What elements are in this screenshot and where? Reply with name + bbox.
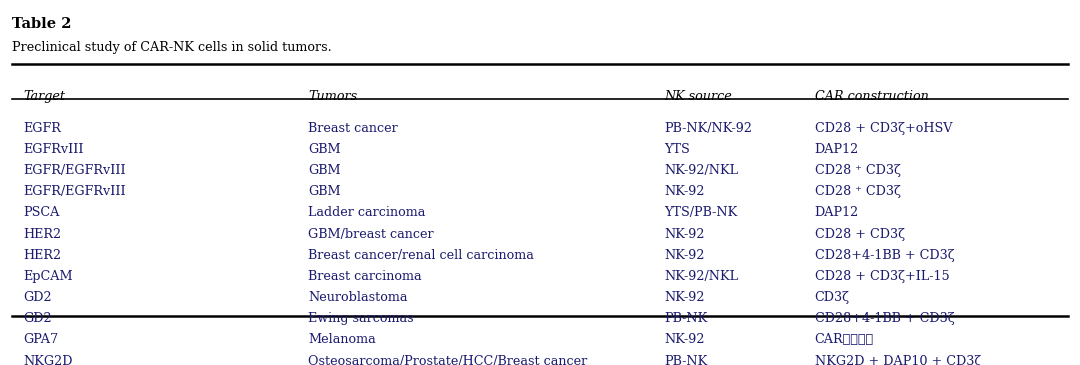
Text: DAP12: DAP12 (814, 206, 859, 219)
Text: NKG2D: NKG2D (23, 355, 72, 365)
Text: CAR construction: CAR construction (814, 90, 929, 103)
Text: PB-NK/NK-92: PB-NK/NK-92 (664, 122, 752, 135)
Text: GBM: GBM (309, 164, 341, 177)
Text: HER2: HER2 (23, 228, 62, 241)
Text: Osteosarcoma/Prostate/HCC/Breast cancer: Osteosarcoma/Prostate/HCC/Breast cancer (309, 355, 588, 365)
Text: NK-92/NKL: NK-92/NKL (664, 270, 738, 283)
Text: EGFR/EGFRvIII: EGFR/EGFRvIII (23, 185, 125, 198)
Text: EGFR/EGFRvIII: EGFR/EGFRvIII (23, 164, 125, 177)
Text: Breast cancer/renal cell carcinoma: Breast cancer/renal cell carcinoma (309, 249, 535, 262)
Text: HER2: HER2 (23, 249, 62, 262)
Text: Ladder carcinoma: Ladder carcinoma (309, 206, 426, 219)
Text: CD28+4-1BB + CD3ζ: CD28+4-1BB + CD3ζ (814, 312, 955, 325)
Text: YTS: YTS (664, 143, 690, 156)
Text: CD3ζ: CD3ζ (814, 291, 850, 304)
Text: NK-92/NKL: NK-92/NKL (664, 164, 738, 177)
Text: NK-92: NK-92 (664, 249, 704, 262)
Text: Breast carcinoma: Breast carcinoma (309, 270, 422, 283)
Text: Table 2: Table 2 (12, 18, 71, 31)
Text: PB-NK: PB-NK (664, 312, 707, 325)
Text: CAR细胞论说: CAR细胞论说 (814, 334, 874, 346)
Text: Tumors: Tumors (309, 90, 357, 103)
Text: GBM: GBM (309, 143, 341, 156)
Text: Target: Target (23, 90, 65, 103)
Text: CD28 + CD3ζ: CD28 + CD3ζ (814, 228, 905, 241)
Text: GBM/breast cancer: GBM/breast cancer (309, 228, 434, 241)
Text: EGFRvIII: EGFRvIII (23, 143, 83, 156)
Text: EpCAM: EpCAM (23, 270, 72, 283)
Text: CD28 ⁺ CD3ζ: CD28 ⁺ CD3ζ (814, 164, 901, 177)
Text: CD28 ⁺ CD3ζ: CD28 ⁺ CD3ζ (814, 185, 901, 198)
Text: GPA7: GPA7 (23, 334, 58, 346)
Text: NK-92: NK-92 (664, 334, 704, 346)
Text: YTS/PB-NK: YTS/PB-NK (664, 206, 738, 219)
Text: PB-NK: PB-NK (664, 355, 707, 365)
Text: CD28 + CD3ζ+oHSV: CD28 + CD3ζ+oHSV (814, 122, 953, 135)
Text: GBM: GBM (309, 185, 341, 198)
Text: Neuroblastoma: Neuroblastoma (309, 291, 408, 304)
Text: Ewing sarcomas: Ewing sarcomas (309, 312, 414, 325)
Text: PSCA: PSCA (23, 206, 59, 219)
Text: CD28+4-1BB + CD3ζ: CD28+4-1BB + CD3ζ (814, 249, 955, 262)
Text: NK-92: NK-92 (664, 228, 704, 241)
Text: GD2: GD2 (23, 312, 52, 325)
Text: Preclinical study of CAR-NK cells in solid tumors.: Preclinical study of CAR-NK cells in sol… (12, 42, 332, 54)
Text: NK-92: NK-92 (664, 185, 704, 198)
Text: Breast cancer: Breast cancer (309, 122, 399, 135)
Text: DAP12: DAP12 (814, 143, 859, 156)
Text: NK source: NK source (664, 90, 731, 103)
Text: NKG2D + DAP10 + CD3ζ: NKG2D + DAP10 + CD3ζ (814, 355, 981, 365)
Text: GD2: GD2 (23, 291, 52, 304)
Text: Melanoma: Melanoma (309, 334, 376, 346)
Text: EGFR: EGFR (23, 122, 60, 135)
Text: CD28 + CD3ζ+IL-15: CD28 + CD3ζ+IL-15 (814, 270, 949, 283)
Text: NK-92: NK-92 (664, 291, 704, 304)
